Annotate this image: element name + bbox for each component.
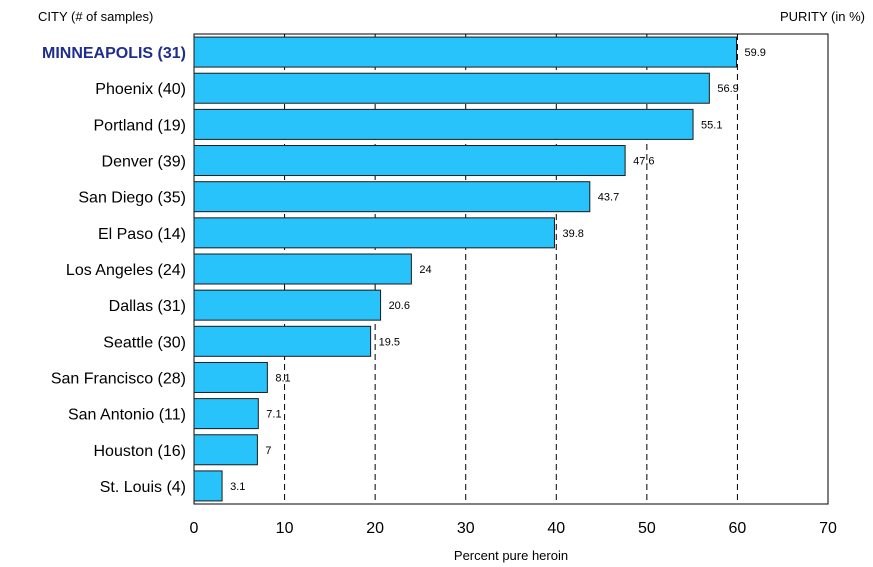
bar (193, 36, 738, 68)
bar (193, 325, 372, 357)
data-label: 20.6 (389, 300, 410, 312)
category-label: Portland (19) (94, 117, 187, 134)
x-tick-label: 60 (729, 520, 747, 537)
category-label: El Paso (14) (98, 226, 186, 243)
column-header-city: CITY (# of samples) (38, 9, 154, 24)
data-label: 55.1 (701, 119, 722, 131)
data-label: 43.7 (598, 192, 619, 204)
category-label: San Francisco (28) (51, 370, 186, 387)
data-label: 59.9 (745, 47, 766, 59)
data-label: 7.1 (266, 409, 281, 421)
category-label: Houston (16) (94, 443, 187, 460)
data-label: 47.6 (633, 156, 654, 168)
category-label: Seattle (30) (103, 334, 186, 351)
bar (193, 361, 268, 393)
data-label: 56.9 (717, 83, 738, 95)
data-label: 24 (419, 264, 431, 276)
bar (193, 108, 694, 140)
category-label: St. Louis (4) (100, 479, 186, 496)
x-tick-label: 20 (366, 520, 384, 537)
x-tick-label: 70 (819, 520, 837, 537)
x-tick-label: 10 (276, 520, 294, 537)
bar (193, 181, 591, 213)
data-label: 8.1 (275, 372, 290, 384)
x-axis-label: Percent pure heroin (454, 548, 568, 563)
bar (193, 253, 412, 285)
data-label: 3.1 (230, 481, 245, 493)
bar (193, 434, 258, 466)
column-header-purity: PURITY (in %) (780, 9, 865, 24)
bar (193, 470, 223, 502)
x-tick-label: 40 (547, 520, 565, 537)
category-label: Los Angeles (24) (66, 262, 186, 279)
category-label: Dallas (31) (109, 298, 186, 315)
category-label: MINNEAPOLIS (31) (42, 45, 186, 62)
data-label: 19.5 (379, 336, 400, 348)
bar (193, 217, 555, 249)
category-label: San Diego (35) (78, 190, 186, 207)
data-label: 39.8 (562, 228, 583, 240)
bar (193, 72, 710, 104)
category-label: San Antonio (11) (68, 407, 186, 424)
category-label: Denver (39) (102, 154, 186, 171)
bar (193, 289, 382, 321)
data-label: 7 (265, 445, 271, 457)
bar (193, 145, 626, 177)
category-label: Phoenix (40) (95, 81, 186, 98)
x-tick-label: 50 (638, 520, 656, 537)
x-tick-label: 30 (457, 520, 475, 537)
bar (193, 398, 259, 430)
x-tick-label: 0 (190, 520, 199, 537)
